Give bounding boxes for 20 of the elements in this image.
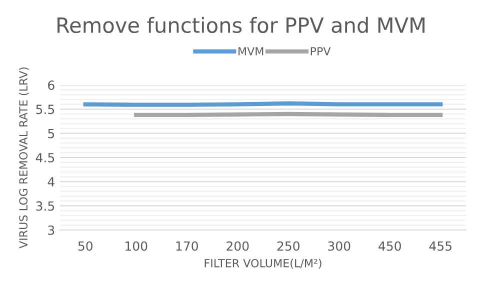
x-tick-label: 455 (429, 241, 452, 251)
x-tick-label: 100 (126, 241, 148, 251)
x-tick-label: 200 (226, 241, 249, 251)
y-tick-label: 4.5 (36, 153, 54, 162)
y-tick-label: 5 (48, 128, 54, 138)
y-tick-label: 3 (48, 225, 54, 235)
x-tick-label: 300 (328, 241, 350, 251)
y-tick-label: 5.5 (36, 104, 54, 114)
x-tick-label: 450 (378, 241, 401, 251)
legend-label: PPV (310, 47, 331, 56)
x-axis-title: FILTER VOLUME(L/M²) (204, 258, 322, 269)
y-axis-title: VIRUS LOG REMOVAL RATE (LRV) (18, 67, 29, 248)
legend-label: MVM (238, 47, 264, 56)
y-tick-label: 4 (48, 177, 54, 186)
x-tick-label: 170 (176, 241, 198, 251)
y-tick-label: 3.5 (36, 201, 54, 211)
x-tick-label: 250 (277, 241, 300, 251)
x-tick-label: 50 (78, 241, 92, 251)
chart-title: Remove functions for PPV and MVM (58, 16, 424, 34)
y-tick-label: 6 (48, 80, 54, 90)
